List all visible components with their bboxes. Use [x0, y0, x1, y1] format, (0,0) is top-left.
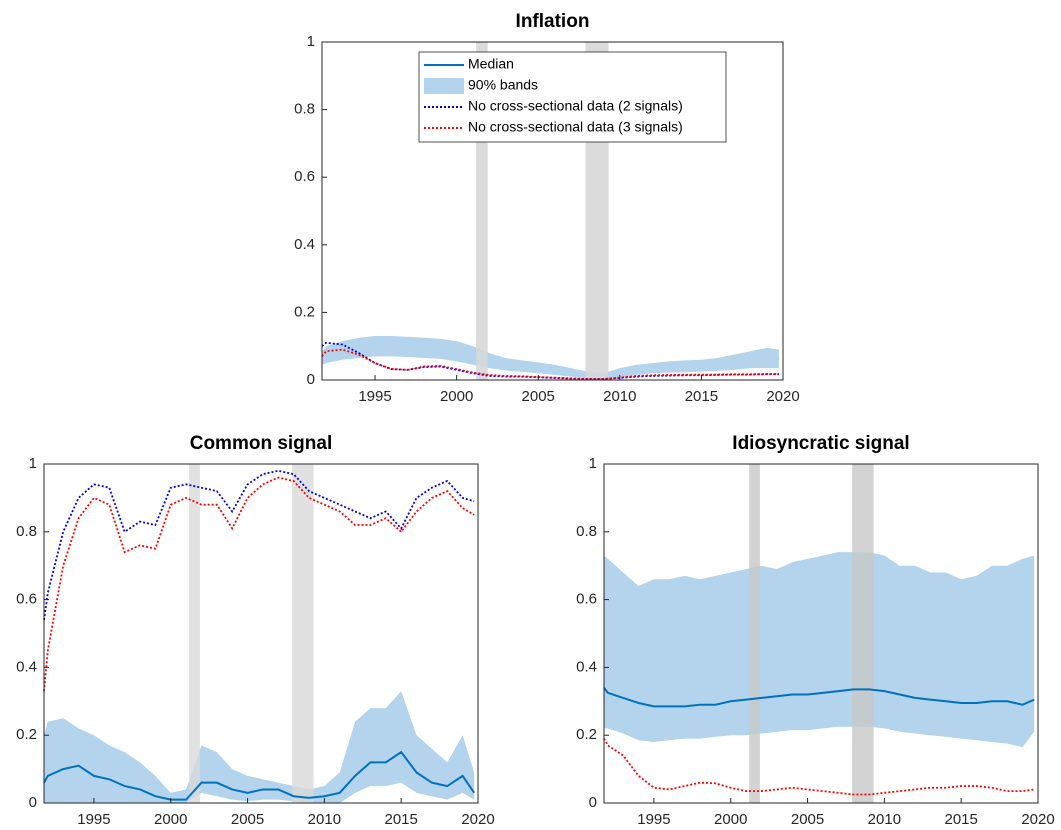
axes-box [603, 463, 1039, 804]
x-tick-label: 1995 [77, 811, 110, 828]
x-tick-label: 1995 [637, 811, 670, 828]
x-tick-label: 2020 [766, 388, 799, 405]
x-tick-label: 1995 [358, 388, 391, 405]
x-tick-label: 2010 [308, 811, 341, 828]
chart-title: Idiosyncratic signal [732, 433, 909, 454]
x-tick-label: 2005 [791, 811, 824, 828]
y-tick-label: 0 [589, 794, 597, 811]
x-tick-label: 2000 [714, 811, 747, 828]
series-line [43, 750, 475, 801]
y-tick-label: 0.2 [16, 726, 37, 743]
y-tick-label: 0.4 [16, 658, 37, 675]
y-tick-label: 1 [307, 33, 315, 50]
x-tick-label: 2015 [384, 811, 417, 828]
recession-shade [852, 464, 874, 803]
x-tick-label: 2010 [868, 811, 901, 828]
y-tick-label: 0.4 [576, 658, 597, 675]
legend-label: No cross-sectional data (3 signals) [468, 119, 683, 135]
series-line [321, 348, 779, 380]
y-tick-label: 0.6 [16, 591, 37, 608]
axes-box [321, 41, 784, 381]
axes-box [43, 463, 479, 804]
confidence-band [604, 552, 1035, 748]
x-tick-label: 2015 [944, 811, 977, 828]
y-tick-label: 0.4 [294, 236, 315, 253]
legend-label: Median [468, 56, 514, 72]
y-tick-label: 1 [589, 455, 597, 472]
recession-shade [749, 464, 760, 803]
x-tick-label: 2005 [231, 811, 264, 828]
confidence-band [44, 691, 475, 803]
x-tick-label: 2020 [461, 811, 494, 828]
y-tick-label: 0 [307, 371, 315, 388]
chart-title: Inflation [516, 11, 590, 32]
y-tick-label: 1 [29, 455, 37, 472]
y-tick-label: 0.8 [576, 523, 597, 540]
x-tick-label: 2000 [154, 811, 187, 828]
legend-label: 90% bands [468, 77, 538, 93]
y-tick-label: 0.2 [576, 726, 597, 743]
chart-title: Common signal [190, 433, 333, 454]
series-line [43, 469, 475, 621]
x-tick-label: 2010 [603, 388, 636, 405]
recession-shade [189, 464, 200, 803]
y-tick-label: 0.8 [16, 523, 37, 540]
series-line [43, 476, 475, 692]
series-line [603, 687, 1035, 708]
y-tick-label: 0.6 [576, 591, 597, 608]
x-tick-label: 2005 [522, 388, 555, 405]
x-tick-label: 2020 [1021, 811, 1054, 828]
y-tick-label: 0.2 [294, 303, 315, 320]
recession-shade [476, 42, 488, 380]
recession-shade [292, 464, 314, 803]
confidence-band [322, 336, 779, 379]
x-tick-label: 2015 [685, 388, 718, 405]
legend-swatch [424, 78, 464, 94]
legend-box [418, 51, 727, 143]
y-tick-label: 0.6 [294, 168, 315, 185]
x-tick-label: 2000 [440, 388, 473, 405]
y-tick-label: 0.8 [294, 101, 315, 118]
y-tick-label: 0 [29, 794, 37, 811]
legend-label: No cross-sectional data (2 signals) [468, 98, 683, 114]
